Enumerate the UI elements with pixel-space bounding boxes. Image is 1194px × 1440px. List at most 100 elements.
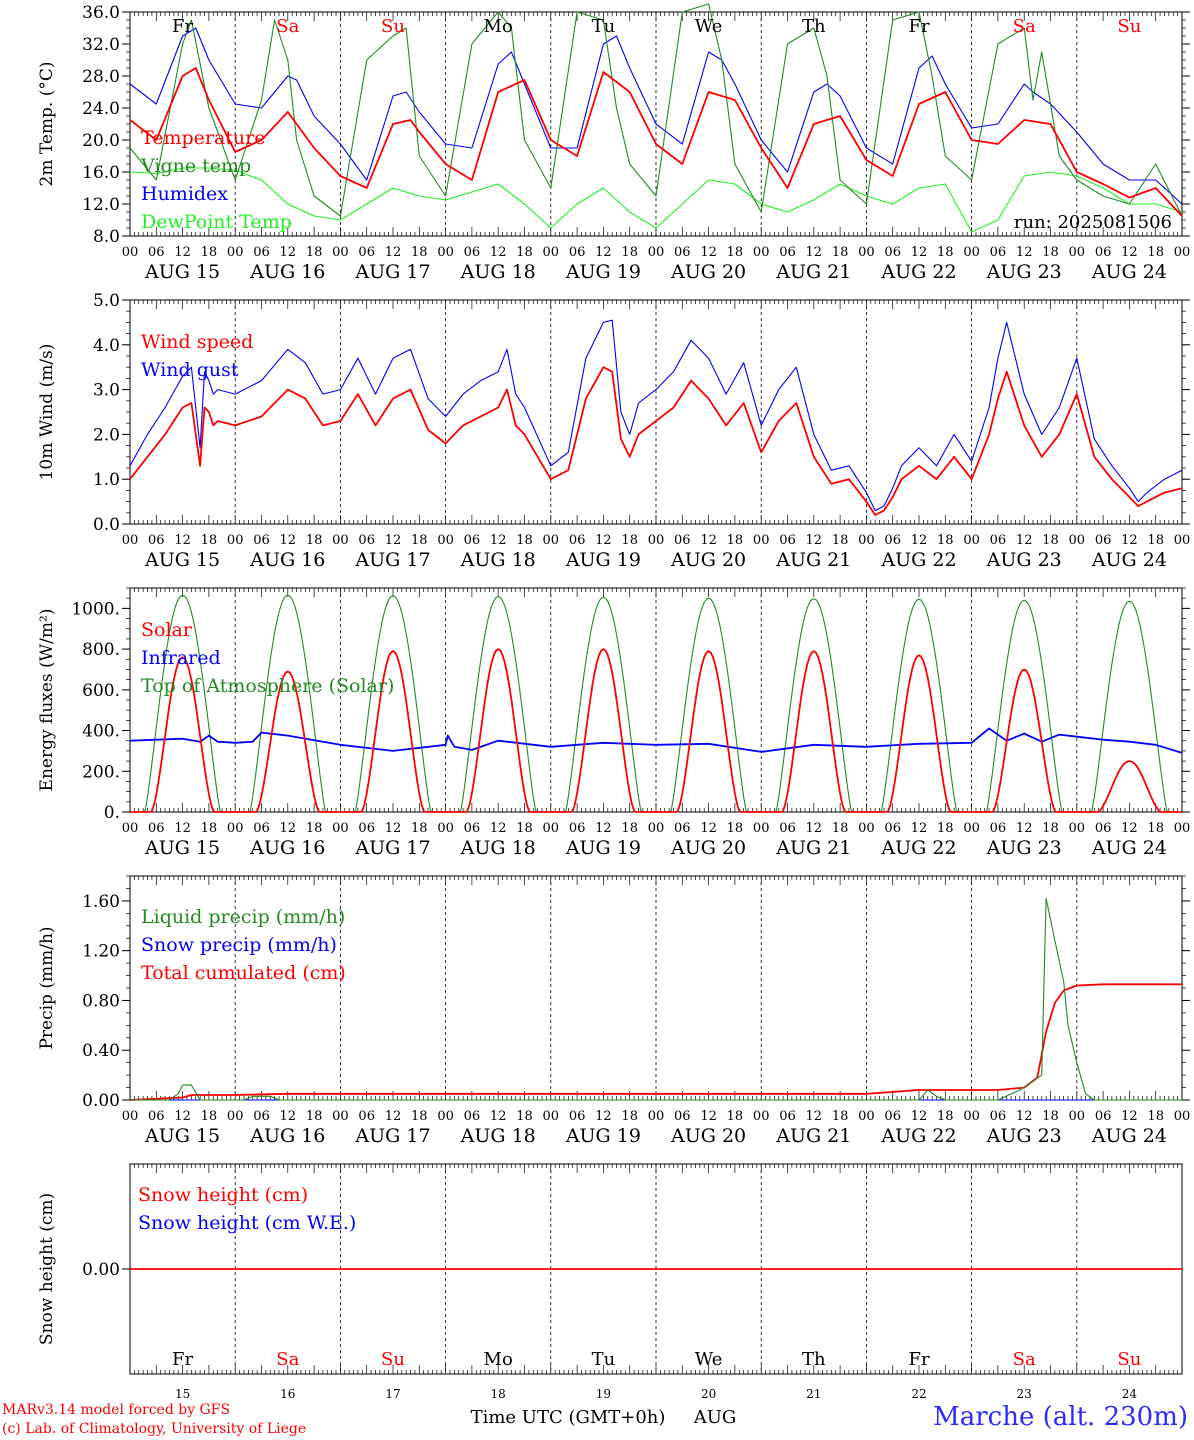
x-hour-label: 18 xyxy=(727,245,744,260)
legend-wind-speed: Wind speed xyxy=(141,331,253,353)
x-hour-label: 06 xyxy=(569,1109,586,1124)
x-hour-label: 18 xyxy=(306,821,323,836)
x-date-label: AUG 22 xyxy=(880,837,956,859)
x-hour-label: 00 xyxy=(648,245,665,260)
x-hour-label: 00 xyxy=(648,1109,665,1124)
lab-credit: (c) Lab. of Climatology, University of L… xyxy=(2,1421,307,1437)
series-line-liquid-precip-mm-h- xyxy=(130,897,1182,1101)
x-date-label: AUG 23 xyxy=(986,549,1062,571)
x-hour-label: 00 xyxy=(1174,821,1191,836)
legend-dewpoint-temp: DewPoint Temp xyxy=(141,211,292,233)
x-date-label: AUG 15 xyxy=(144,1125,220,1147)
weekday-label: Sa xyxy=(276,16,299,37)
weekday-label: Mo xyxy=(484,16,513,37)
x-hour-label: 06 xyxy=(674,245,691,260)
y-axis-label: Precip (mm/h) xyxy=(37,926,57,1049)
x-hour-label: 00 xyxy=(122,533,139,548)
x-hour-label: 00 xyxy=(437,821,454,836)
x-hour-label: 06 xyxy=(253,533,270,548)
y-tick-label: 3.0 xyxy=(93,381,120,401)
x-date-label: AUG 19 xyxy=(565,261,641,283)
weekday-label: Th xyxy=(802,1349,826,1370)
x-hour-label: 18 xyxy=(411,245,428,260)
x-hour-label: 12 xyxy=(174,1109,191,1124)
weekday-label: Tu xyxy=(592,1349,616,1370)
y-tick-label: 28.0 xyxy=(82,67,120,87)
x-date-label: AUG 16 xyxy=(249,1125,325,1147)
x-date-label: AUG 18 xyxy=(460,1125,536,1147)
x-hour-label: 12 xyxy=(490,533,507,548)
legend-wind-gust: Wind gust xyxy=(141,359,239,381)
y-tick-label: 0.40 xyxy=(82,1041,120,1061)
weekday-label: We xyxy=(695,1349,723,1370)
x-hour-label: 18 xyxy=(937,821,954,836)
x-hour-label: 12 xyxy=(1016,533,1033,548)
y-axis-label: 10m Wind (m/s) xyxy=(37,344,57,481)
legend-humidex: Humidex xyxy=(141,183,228,205)
weekday-label: We xyxy=(695,16,723,37)
legend-temperature: Temperature xyxy=(141,127,265,149)
x-hour-label: 00 xyxy=(1174,245,1191,260)
weekday-label: Mo xyxy=(484,1349,513,1370)
y-tick-label: 16.0 xyxy=(82,163,120,183)
x-hour-label: 12 xyxy=(911,1109,928,1124)
weekday-label: Sa xyxy=(1013,16,1036,37)
x-hour-label: 18 xyxy=(1042,533,1059,548)
x-date-label: AUG 21 xyxy=(775,261,851,283)
x-hour-label: 18 xyxy=(1042,245,1059,260)
x-hour-label: 06 xyxy=(358,533,375,548)
x-hour-label: 00 xyxy=(858,821,875,836)
y-tick-label: 200. xyxy=(82,762,120,782)
x-date-label: AUG 20 xyxy=(670,549,746,571)
x-date-label: AUG 18 xyxy=(460,837,536,859)
x-hour-label: 06 xyxy=(253,1109,270,1124)
x-hour-label: 12 xyxy=(490,821,507,836)
x-hour-label: 12 xyxy=(174,245,191,260)
x-hour-label: 06 xyxy=(358,821,375,836)
x-hour-label: 00 xyxy=(122,821,139,836)
legend-snow-height-cm-: Snow height (cm) xyxy=(138,1184,308,1206)
y-tick-label: 0.00 xyxy=(82,1091,120,1111)
x-date-label: AUG 18 xyxy=(460,261,536,283)
x-hour-label: 06 xyxy=(990,821,1007,836)
y-tick-label: 4.0 xyxy=(93,336,120,356)
x-hour-label: 18 xyxy=(306,533,323,548)
x-axis-month: AUG xyxy=(693,1407,737,1428)
x-hour-label: 06 xyxy=(464,245,481,260)
x-hour-label: 06 xyxy=(674,1109,691,1124)
weekday-label: Tu xyxy=(592,16,616,37)
legend-vigne-temp: Vigne temp xyxy=(140,155,251,177)
x-hour-label: 00 xyxy=(437,533,454,548)
x-hour-label: 12 xyxy=(174,821,191,836)
x-hour-label: 00 xyxy=(753,821,770,836)
x-axis-title: Time UTC (GMT+0h) xyxy=(471,1407,666,1428)
x-hour-label: 06 xyxy=(464,821,481,836)
x-hour-label: 06 xyxy=(148,1109,165,1124)
x-date-label: AUG 24 xyxy=(1091,1125,1167,1147)
x-hour-label: 12 xyxy=(700,821,717,836)
x-hour-label: 12 xyxy=(595,245,612,260)
x-hour-label: 00 xyxy=(122,1109,139,1124)
y-tick-label: 1.60 xyxy=(82,892,120,912)
y-tick-label: 24.0 xyxy=(82,99,120,119)
x-hour-label: 18 xyxy=(516,245,533,260)
series-line-wind-gust xyxy=(129,319,1183,512)
x-hour-label: 18 xyxy=(411,1109,428,1124)
y-tick-label: 1.0 xyxy=(93,470,120,490)
y-tick-label: 2.0 xyxy=(93,425,120,445)
x-hour-label: 00 xyxy=(963,1109,980,1124)
series-line-dewpoint-temp xyxy=(129,167,1183,233)
x-date-label: AUG 17 xyxy=(354,1125,430,1147)
station-label: Marche (alt. 230m) xyxy=(933,1402,1188,1432)
x-hour-label: 06 xyxy=(674,533,691,548)
x-hour-label: 00 xyxy=(332,245,349,260)
x-hour-label: 12 xyxy=(280,1109,297,1124)
panel-3: 0. 200. 400. 600. 800. 1000. Energy fluxes (W/… xyxy=(37,587,1191,859)
x-hour-label: 06 xyxy=(884,533,901,548)
y-tick-label: 800. xyxy=(82,640,120,660)
panel-5: 0.00 Snow height (cm) Snow height (cm) Snow… xyxy=(37,1163,1183,1428)
x-date-label: AUG 17 xyxy=(354,261,430,283)
day-number-label: 24 xyxy=(1122,1387,1138,1401)
x-hour-label: 00 xyxy=(543,533,560,548)
series-line-infrared xyxy=(129,727,1183,754)
